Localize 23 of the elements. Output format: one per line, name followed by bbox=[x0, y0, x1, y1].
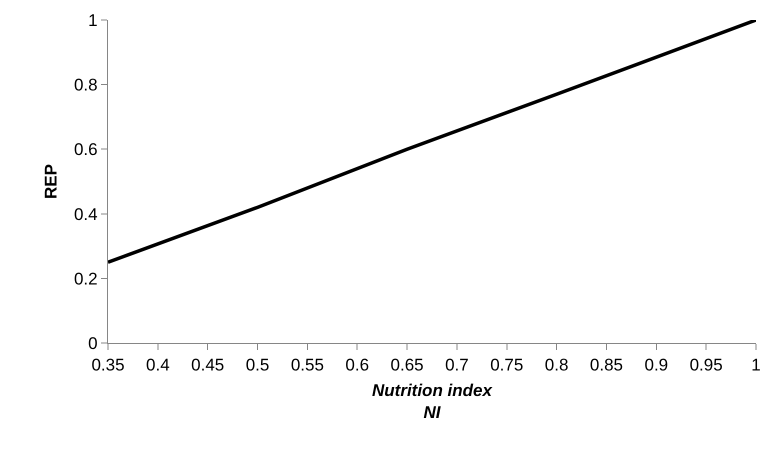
y-tick-label: 0.6 bbox=[74, 140, 98, 160]
x-tick-label: 0.95 bbox=[690, 355, 723, 374]
y-tick-label: 0.8 bbox=[74, 76, 98, 95]
x-tick-label: 0.8 bbox=[544, 355, 568, 374]
x-tick-label: 0.75 bbox=[490, 355, 524, 374]
x-tick-label: 1 bbox=[751, 355, 761, 374]
x-tick-label: 0.85 bbox=[590, 355, 624, 374]
y-axis-title: REP bbox=[42, 164, 61, 199]
x-tick-label: 0.5 bbox=[246, 355, 270, 374]
y-tick-label: 0.4 bbox=[74, 204, 98, 224]
x-tick-label: 0.65 bbox=[390, 355, 424, 374]
x-tick-label: 0.55 bbox=[290, 355, 324, 374]
x-tick-label: 0.4 bbox=[146, 355, 170, 374]
x-tick-label: 0.7 bbox=[445, 355, 469, 374]
x-tick-label: 0.45 bbox=[191, 355, 224, 374]
x-tick-label: 0.6 bbox=[345, 355, 370, 374]
y-tick-label: 0.2 bbox=[74, 269, 98, 288]
x-axis-title: Nutrition index NI bbox=[372, 380, 494, 422]
line-series bbox=[108, 20, 756, 264]
x-tick-label: 0.9 bbox=[644, 355, 668, 374]
y-tick-label: 1 bbox=[88, 10, 98, 30]
y-tick-label: 0 bbox=[88, 334, 98, 353]
x-tick-label: 0.35 bbox=[91, 355, 125, 374]
